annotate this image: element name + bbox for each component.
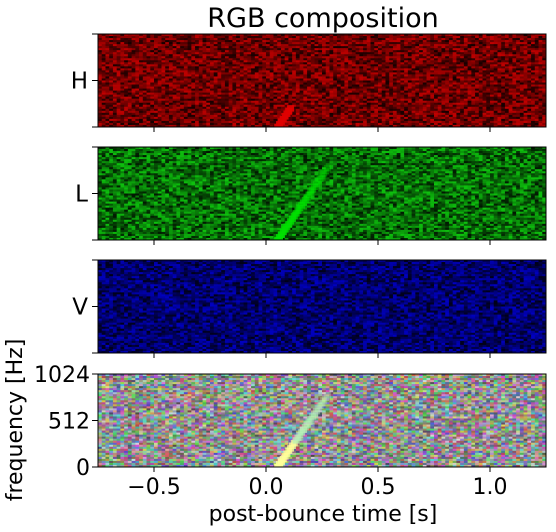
chart-title: RGB composition	[207, 3, 438, 34]
x-axis-label: post-bounce time [s]	[209, 502, 438, 527]
y-tick-label: 1024	[34, 363, 90, 388]
spectrogram-panels: H L V 0 512 1024	[34, 33, 547, 481]
panel-rgb-pixels	[98, 374, 546, 467]
y-axis-label: frequency [Hz]	[3, 339, 28, 502]
panel-l: L	[75, 146, 547, 245]
panel-l-pixels	[98, 147, 546, 240]
panel-label-v: V	[72, 295, 88, 321]
x-tick-label: 1.0	[473, 475, 508, 500]
panel-label-l: L	[75, 182, 88, 208]
panel-rgb: 0 512 1024	[34, 363, 547, 481]
x-tick-label: −0.5	[127, 475, 180, 500]
panel-h-pixels	[98, 34, 546, 127]
x-tick-label: 0.5	[361, 475, 396, 500]
panel-v-pixels	[98, 260, 546, 353]
y-tick-label: 512	[48, 410, 90, 435]
y-tick-label: 0	[76, 456, 90, 481]
panel-v: V	[72, 259, 547, 358]
x-tick-label: 0.0	[249, 475, 284, 500]
panel-label-h: H	[71, 69, 88, 95]
panel-h: H	[71, 33, 547, 132]
axes: −0.5 0.0 0.5 1.0	[127, 475, 507, 500]
